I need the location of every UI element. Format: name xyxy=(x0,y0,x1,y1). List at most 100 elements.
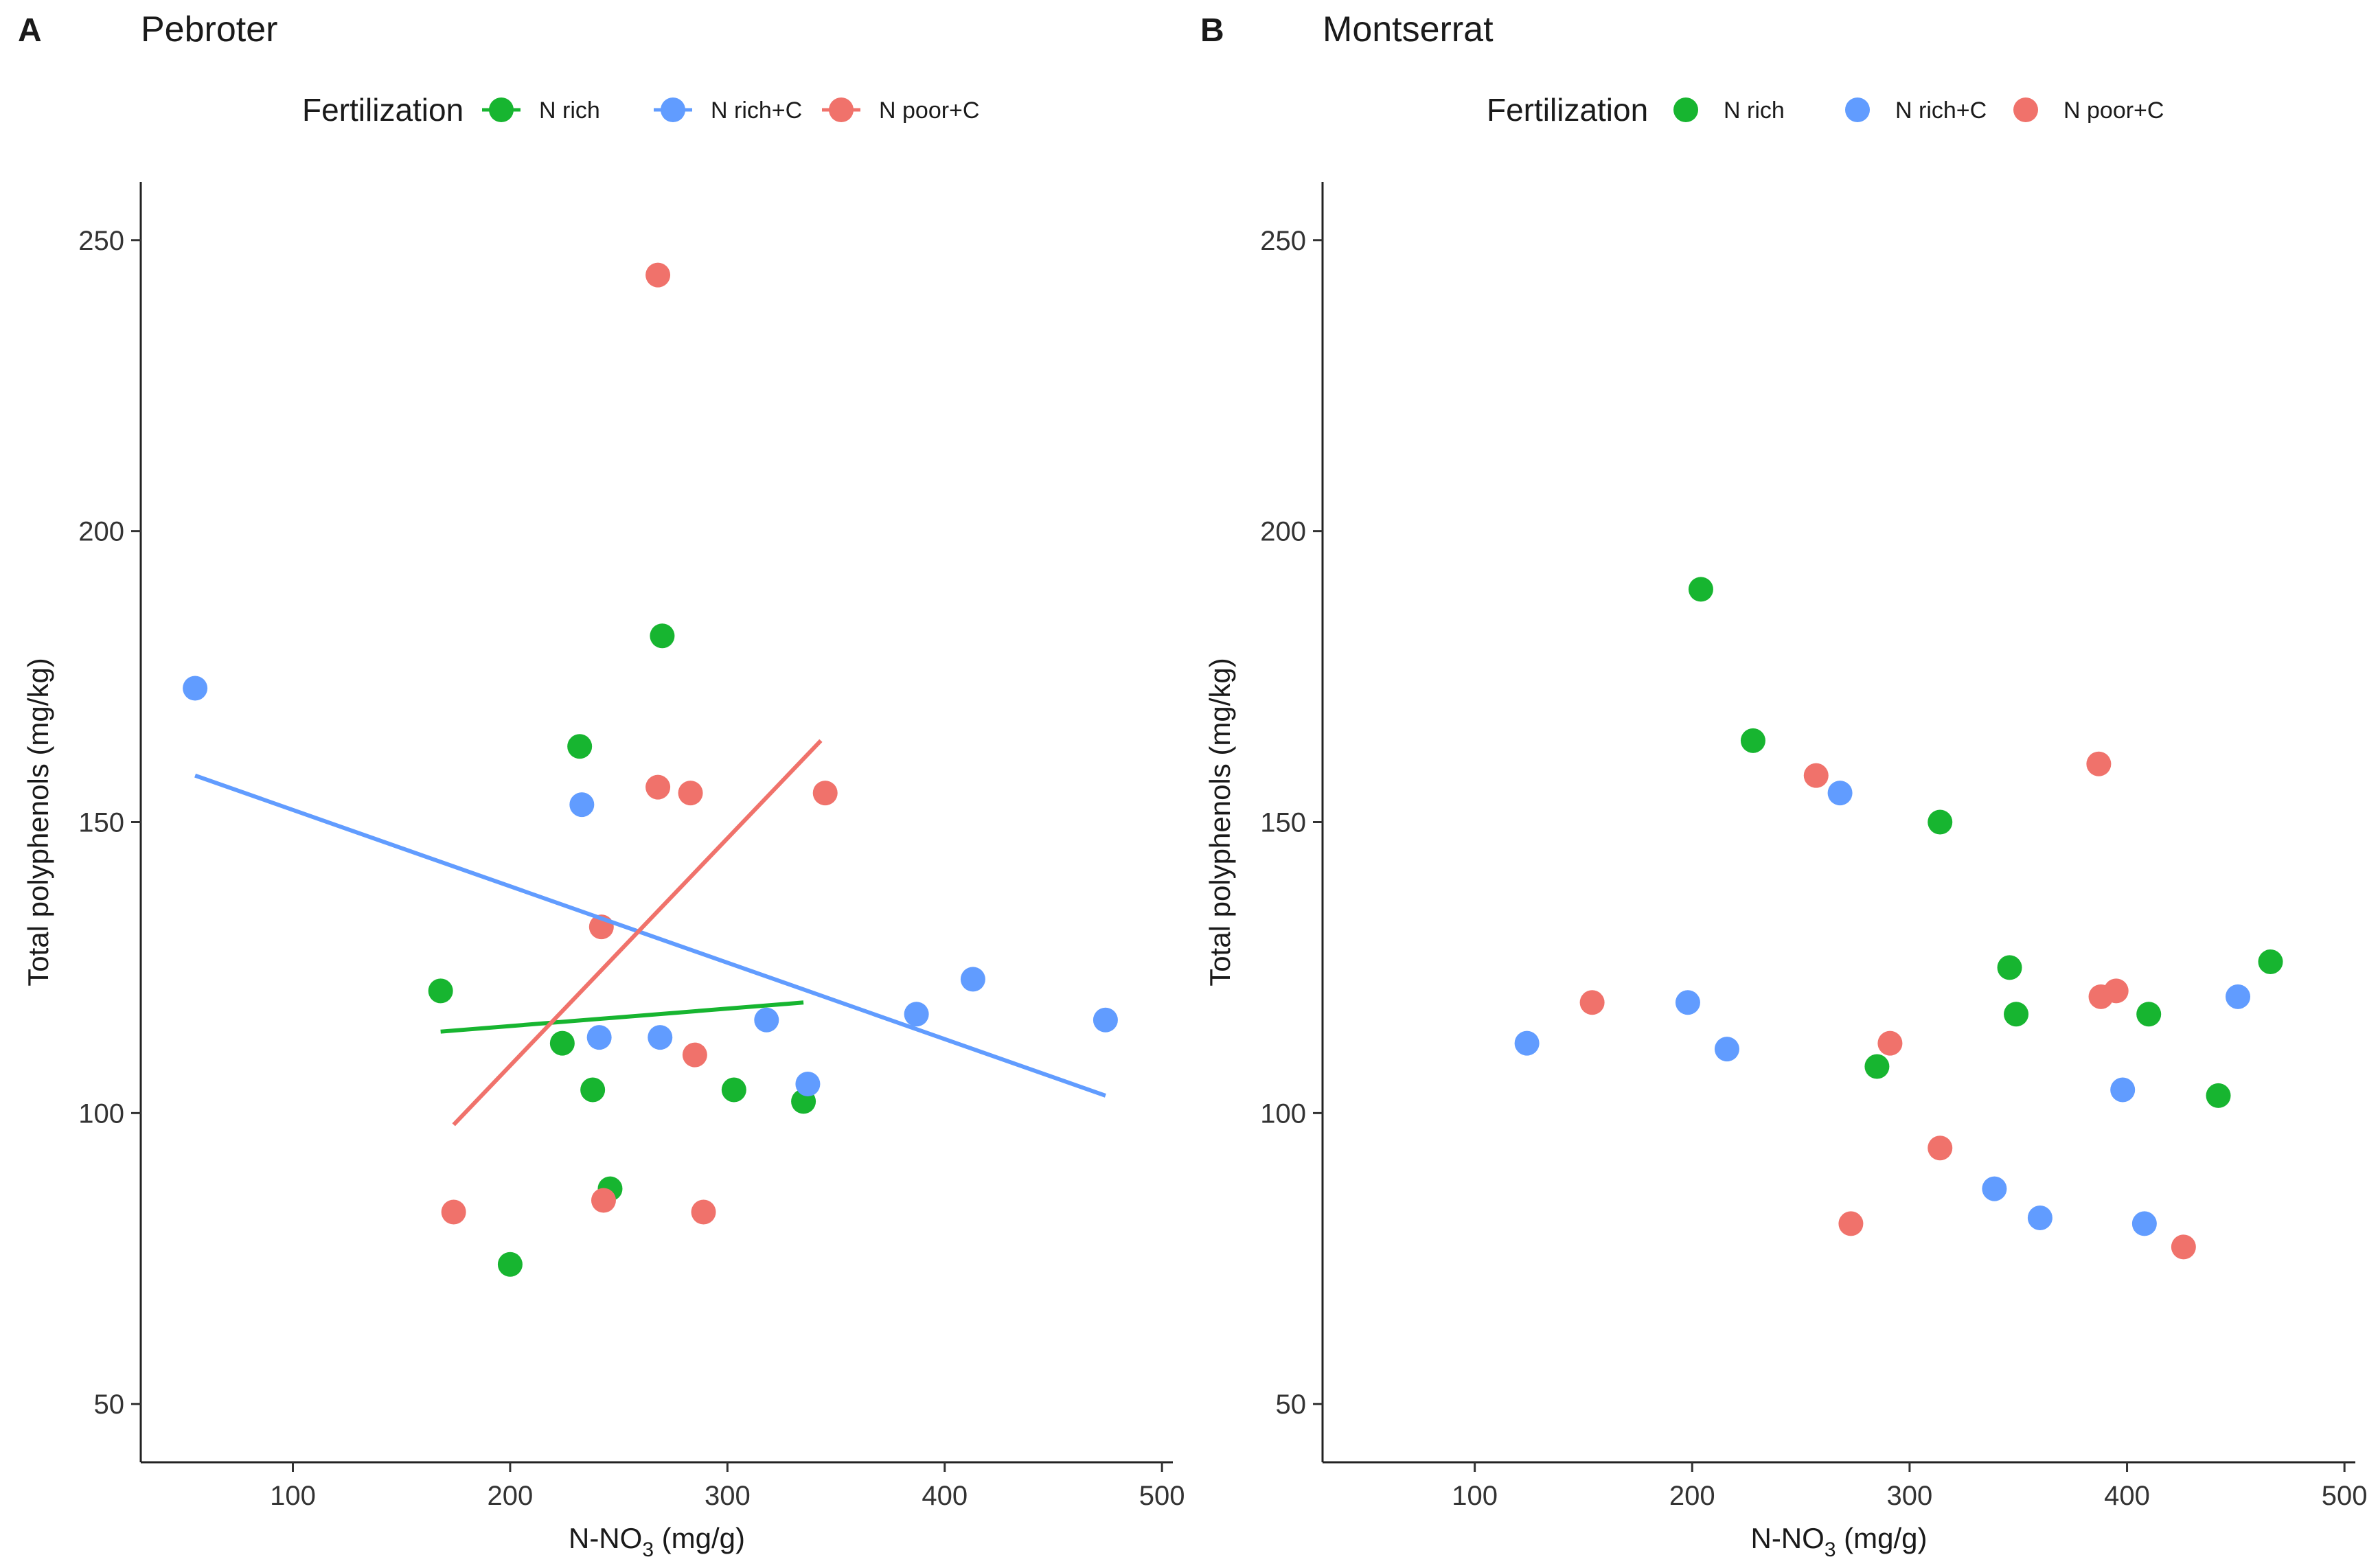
panel-b-point-n-poor-plus-c xyxy=(1803,763,1829,788)
panel-a-point-n-poor-plus-c xyxy=(645,262,671,288)
panel-title-b: Montserrat xyxy=(1323,10,1494,49)
panel-a-x-tick-label-400: 400 xyxy=(922,1481,968,1511)
panel-a-series-n-rich-plus-c xyxy=(183,676,1118,1096)
legend-key-n-rich-plus-c xyxy=(1845,97,1870,122)
panel-a-point-n-rich xyxy=(650,623,675,649)
panel-a-y-tick-label-100: 100 xyxy=(78,1098,124,1129)
panel-a-fit-line-n-rich xyxy=(440,1000,804,1034)
legend-label-n-poor-plus-c: N poor+C xyxy=(879,97,979,124)
panel-a-x-axis-title: N-NO3 (mg/g) xyxy=(569,1522,745,1561)
panel-a-point-n-poor-plus-c xyxy=(645,774,671,800)
panel-b-x-tick-label-400: 400 xyxy=(2104,1481,2150,1511)
panel-b-y-tick-label-250: 250 xyxy=(1260,226,1306,256)
panel-b-legend: Fertilization N rich N rich+C N poor+C xyxy=(1487,92,2164,128)
panel-b-point-n-rich xyxy=(2136,1002,2162,1027)
panel-b-point-n-rich xyxy=(2004,1002,2029,1027)
panel-a-point-n-rich-plus-c xyxy=(754,1007,779,1033)
panel-b-point-n-rich-plus-c xyxy=(2226,984,2251,1009)
panel-b-point-n-poor-plus-c xyxy=(2086,751,2112,776)
panel-a-point-n-rich xyxy=(580,1077,606,1103)
panel-b-point-n-rich-plus-c xyxy=(2027,1205,2052,1230)
panel-a-x-tick-label-100: 100 xyxy=(270,1481,316,1511)
panel-b-series-n-rich-plus-c xyxy=(1514,781,2251,1236)
panel-b-point-n-rich-plus-c xyxy=(2110,1077,2136,1103)
panel-b-point-n-poor-plus-c xyxy=(2103,978,2129,1004)
panel-b-y-tick-label-200: 200 xyxy=(1260,517,1306,547)
legend-key-n-poor-plus-c xyxy=(2013,97,2038,122)
panel-a-point-n-poor-plus-c xyxy=(678,781,703,806)
legend-key-n-rich xyxy=(489,97,514,122)
panel-b-point-n-poor-plus-c xyxy=(2171,1234,2196,1260)
panel-a-point-n-poor-plus-c xyxy=(691,1199,716,1225)
panel-b-y-tick-label-100: 100 xyxy=(1260,1098,1306,1129)
legend-key-n-rich-plus-c xyxy=(661,97,685,122)
panel-a-point-n-rich xyxy=(721,1077,746,1103)
legend-label-n-rich-plus-c: N rich+C xyxy=(1895,97,1987,124)
panel-a-y-tick-label-250: 250 xyxy=(78,226,124,256)
panel-a-point-n-poor-plus-c xyxy=(591,1188,616,1213)
panel-a-point-n-rich-plus-c xyxy=(569,792,595,818)
legend-key-n-poor-plus-c xyxy=(829,97,854,122)
panel-b-point-n-rich xyxy=(1740,728,1765,753)
panel-a-point-n-rich xyxy=(567,734,593,759)
panel-b-point-n-rich-plus-c xyxy=(1714,1037,1739,1062)
panel-b-point-n-rich xyxy=(1688,577,1713,602)
panel-a: A Pebroter Fertilization N rich N rich+C N … xyxy=(18,10,1185,1561)
panel-a-x-tick-label-200: 200 xyxy=(488,1481,534,1511)
panel-b-point-n-rich-plus-c xyxy=(1675,990,1700,1015)
panel-a-x-tick-label-500: 500 xyxy=(1139,1481,1185,1511)
panel-a-point-n-rich-plus-c xyxy=(795,1071,821,1096)
panel-a-fit-line-n-poor-plus-c xyxy=(452,739,823,1127)
panel-a-point-n-poor-plus-c xyxy=(441,1199,466,1225)
panel-b-point-n-rich xyxy=(1928,809,1953,835)
panel-a-y-tick-label-150: 150 xyxy=(78,808,124,838)
panel-b-point-n-rich xyxy=(1997,955,2022,980)
panel-b-x-tick-label-300: 300 xyxy=(1887,1481,1933,1511)
panel-a-point-n-rich xyxy=(428,978,453,1004)
panel-b-point-n-rich xyxy=(2258,949,2283,974)
legend-label-n-rich-plus-c: N rich+C xyxy=(711,97,802,124)
legend-label-n-rich: N rich xyxy=(539,97,600,124)
panel-a-point-n-rich-plus-c xyxy=(1093,1007,1118,1033)
panel-b-point-n-rich-plus-c xyxy=(1827,781,1853,806)
panel-b-point-n-poor-plus-c xyxy=(1579,990,1605,1015)
panel-letter-a: A xyxy=(18,12,42,49)
panel-a-point-n-poor-plus-c xyxy=(682,1042,707,1068)
panel-b-point-n-rich xyxy=(2206,1083,2231,1108)
legend-label-n-rich: N rich xyxy=(1724,97,1785,124)
panel-b-x-tick-label-500: 500 xyxy=(2322,1481,2367,1511)
panel-a-y-tick-label-50: 50 xyxy=(94,1390,125,1420)
panel-b-x-axis-title: N-NO3 (mg/g) xyxy=(1750,1522,1927,1561)
panel-a-point-n-rich xyxy=(549,1030,575,1056)
panel-b-point-n-poor-plus-c xyxy=(1928,1135,1953,1161)
panel-b-y-tick-label-150: 150 xyxy=(1260,808,1306,838)
panel-a-point-n-poor-plus-c xyxy=(812,781,838,806)
panel-letter-b: B xyxy=(1200,12,1224,49)
panel-b-point-n-rich-plus-c xyxy=(1982,1176,2007,1201)
panel-b-y-tick-label-50: 50 xyxy=(1276,1390,1307,1420)
panel-b-point-n-rich xyxy=(1864,1054,1890,1079)
panel-b-x-tick-label-100: 100 xyxy=(1452,1481,1498,1511)
panel-b-point-n-rich-plus-c xyxy=(1514,1030,1540,1056)
legend-label-n-poor-plus-c: N poor+C xyxy=(2063,97,2164,124)
legend-key-n-rich xyxy=(1673,97,1698,122)
panel-a-point-n-rich xyxy=(497,1252,523,1277)
legend-title: Fertilization xyxy=(302,92,464,128)
panel-a-fit-line-n-rich-plus-c xyxy=(194,773,1106,1098)
panel-a-x-tick-label-300: 300 xyxy=(705,1481,751,1511)
panel-a-y-tick-label-200: 200 xyxy=(78,517,124,547)
panel-a-point-n-rich-plus-c xyxy=(904,1002,929,1027)
panel-a-point-n-rich-plus-c xyxy=(183,676,208,701)
legend-title: Fertilization xyxy=(1487,92,1648,128)
panel-b-point-n-poor-plus-c xyxy=(1838,1211,1864,1236)
panel-a-point-n-rich-plus-c xyxy=(648,1025,673,1050)
panel-a-point-n-rich-plus-c xyxy=(586,1025,612,1050)
panel-b-series-n-poor-plus-c xyxy=(1579,751,2196,1260)
panel-b-x-tick-label-200: 200 xyxy=(1669,1481,1715,1511)
panel-a-point-n-rich-plus-c xyxy=(960,967,985,992)
panel-a-series-n-poor-plus-c xyxy=(441,262,838,1225)
panel-b-point-n-poor-plus-c xyxy=(1877,1030,1903,1056)
panel-b-y-axis-title: Total polyphenols (mg/kg) xyxy=(1204,658,1236,987)
panel-b: B Montserrat Fertilization N rich N rich+C… xyxy=(1200,10,2367,1561)
